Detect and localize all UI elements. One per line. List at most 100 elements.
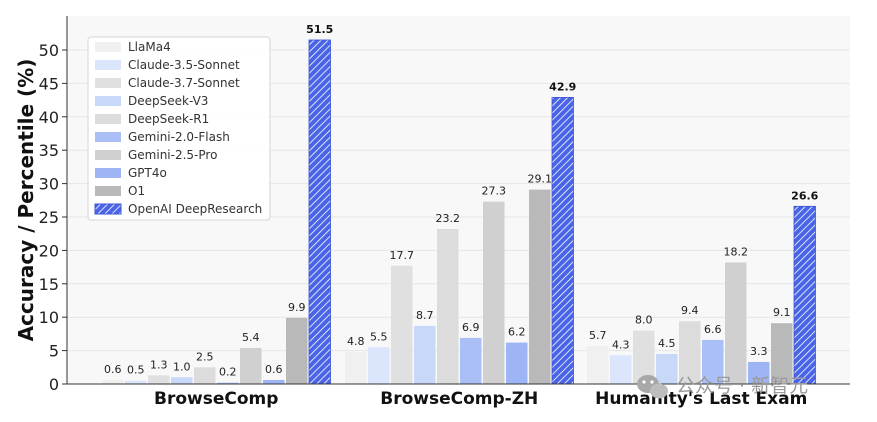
data-label: 42.9 [549, 80, 576, 93]
legend-box [87, 36, 271, 221]
legend-label: Gemini-2.5-Pro [128, 148, 217, 162]
bar [551, 97, 574, 385]
data-label: 6.6 [704, 323, 722, 336]
data-label: 9.4 [681, 304, 699, 317]
bar [194, 367, 216, 384]
bar [217, 382, 239, 384]
wechat-icon [637, 375, 668, 399]
y-tick-label: 25 [39, 208, 59, 227]
legend-label: LlaMa4 [128, 40, 171, 54]
data-label: 6.9 [462, 321, 480, 334]
legend-label: OpenAI DeepResearch [128, 202, 262, 216]
legend-swatch [95, 150, 121, 160]
legend-swatch [95, 186, 121, 196]
legend-label: Claude-3.5-Sonnet [128, 58, 240, 72]
x-axis: BrowseComp BrowseComp-ZH Humanity's Last E… [154, 389, 807, 409]
bar [793, 205, 816, 385]
y-tick-label: 40 [39, 108, 59, 127]
bar [414, 325, 436, 384]
bar [633, 330, 655, 384]
data-label: 9.1 [773, 306, 791, 319]
legend-swatch [95, 132, 121, 142]
legend-label: Gemini-2.0-Flash [128, 130, 230, 144]
data-label: 4.8 [347, 335, 365, 348]
data-label: 29.1 [528, 173, 553, 186]
data-label: 6.2 [508, 326, 526, 339]
watermark-text: 公众号 · 新智元 [676, 375, 808, 397]
y-axis-title: Accuracy / Percentile (%) [14, 59, 38, 342]
bar [610, 355, 632, 384]
y-axis: 0 5 10 15 20 25 30 35 40 45 50 [39, 16, 850, 394]
legend-label: DeepSeek-V3 [128, 94, 208, 108]
y-tick-label: 5 [49, 342, 59, 361]
bar [437, 229, 459, 384]
bar [656, 353, 678, 384]
bar [345, 351, 367, 384]
bar [748, 361, 770, 384]
bar [391, 265, 413, 384]
legend-swatch [95, 168, 121, 178]
legend-swatch [95, 114, 121, 124]
data-label: 1.0 [173, 360, 191, 373]
legend-label: O1 [128, 184, 145, 198]
y-tick-label: 10 [39, 308, 59, 327]
bar [460, 337, 482, 384]
category-label: BrowseComp-ZH [380, 389, 538, 409]
y-tick-label: 15 [39, 275, 59, 294]
bar [587, 345, 609, 384]
data-label: 1.3 [150, 358, 168, 371]
bar [125, 380, 147, 384]
legend-swatch [95, 60, 121, 70]
data-label: 0.5 [127, 364, 145, 377]
data-label: 23.2 [436, 212, 461, 225]
bar [102, 379, 124, 384]
bar [148, 375, 170, 384]
data-label: 26.6 [791, 189, 818, 202]
data-label: 5.7 [589, 329, 607, 342]
y-tick-label: 50 [39, 41, 59, 60]
data-label: 18.2 [724, 245, 749, 258]
y-tick-label: 30 [39, 175, 59, 194]
legend-label: GPT4o [128, 166, 167, 180]
data-label: 17.7 [390, 249, 415, 262]
data-label: 2.5 [196, 350, 214, 363]
y-tick-label: 45 [39, 74, 59, 93]
bar [529, 189, 551, 384]
data-label: 0.6 [104, 363, 122, 376]
data-label: 51.5 [306, 23, 333, 36]
legend-swatch [95, 42, 121, 52]
legend-swatch [95, 96, 121, 106]
data-label: 5.5 [370, 330, 388, 343]
bar [368, 347, 390, 384]
legend: LlaMa4 Claude-3.5-Sonnet Claude-3.7-Sonnet… [87, 36, 271, 221]
legend-label: DeepSeek-R1 [128, 112, 209, 126]
y-tick-label: 35 [39, 141, 59, 160]
data-label: 8.0 [635, 314, 653, 327]
bar [308, 39, 331, 385]
data-label: 27.3 [482, 185, 507, 198]
watermark: 公众号 · 新智元 [637, 375, 808, 399]
category-label: BrowseComp [154, 389, 278, 409]
bar [679, 321, 701, 384]
data-label: 3.3 [750, 345, 768, 358]
bar [506, 342, 528, 384]
data-label: 0.2 [219, 366, 237, 379]
category-label: Humanity's Last Exam [595, 389, 807, 409]
bar [286, 317, 308, 384]
legend-swatch [95, 78, 121, 88]
data-label: 9.9 [288, 301, 306, 314]
bar [240, 347, 262, 384]
data-label: 4.3 [612, 338, 630, 351]
y-tick-label: 20 [39, 241, 59, 260]
bar [483, 201, 505, 384]
data-label: 4.5 [658, 337, 676, 350]
legend-swatch [94, 203, 122, 215]
data-label: 5.4 [242, 331, 260, 344]
data-label: 8.7 [416, 309, 434, 322]
data-label: 0.6 [265, 363, 283, 376]
bar [702, 339, 724, 384]
bar [725, 262, 747, 384]
y-tick-label: 0 [49, 375, 59, 394]
bar [771, 323, 793, 384]
